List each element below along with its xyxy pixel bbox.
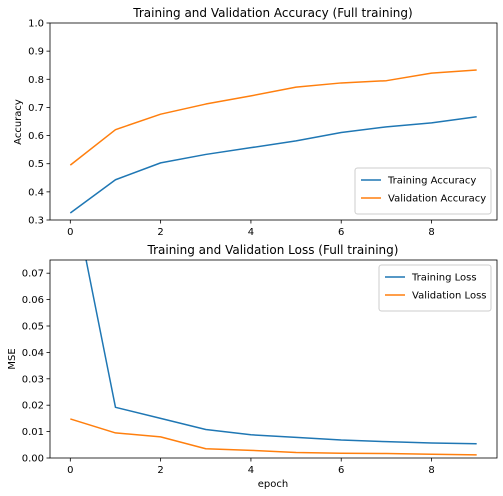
validation-loss-legend-label: Validation Loss [412, 291, 487, 302]
loss-y-tick-label: 0.00 [22, 454, 44, 465]
accuracy-lines [69, 69, 477, 214]
loss-x-tick-label: 0 [67, 465, 73, 476]
validation-loss-line [70, 418, 477, 456]
loss-legend-box [378, 264, 492, 312]
loss-y-tick-label: 0.06 [22, 295, 44, 306]
training-loss-legend-label: Training Loss [411, 273, 477, 284]
loss-y-tick-label: 0.02 [22, 401, 44, 412]
validation-accuracy-line [69, 69, 477, 166]
accuracy-y-tick-label: 1.0 [28, 19, 44, 30]
accuracy-y-tick-label: 0.3 [28, 216, 44, 227]
loss-ticks: 0 2 4 6 8 0.00 0.01 0.02 0.03 0.04 0.05 0.06 0.07 [22, 269, 435, 476]
accuracy-x-tick-label: 0 [67, 227, 73, 238]
accuracy-y-axis-label: Accuracy [13, 99, 24, 145]
loss-y-tick-label: 0.03 [22, 374, 44, 385]
loss-y-tick-label: 0.07 [22, 269, 44, 280]
loss-y-tick-label: 0.04 [22, 348, 44, 359]
accuracy-axes-frame [49, 22, 498, 221]
accuracy-legend: Training Accuracy Validation Accuracy [354, 167, 492, 215]
loss-y-tick-label: 0.01 [22, 427, 44, 438]
accuracy-chart-title: Training and Validation Accuracy (Full t… [132, 6, 412, 20]
loss-x-axis-label: epoch [258, 479, 288, 490]
loss-x-tick-label: 6 [338, 465, 344, 476]
accuracy-y-tick-label: 0.6 [28, 131, 44, 142]
accuracy-x-tick-label: 2 [157, 227, 163, 238]
loss-x-tick-label: 4 [248, 465, 254, 476]
loss-x-tick-label: 8 [428, 465, 434, 476]
loss-x-tick-label: 2 [157, 465, 163, 476]
training-loss-line [85, 260, 477, 445]
loss-y-axis-label: MSE [7, 348, 18, 369]
training-accuracy-line [69, 115, 477, 214]
training-accuracy-legend-label: Training Accuracy [387, 176, 476, 187]
accuracy-legend-box [354, 167, 492, 215]
accuracy-x-tick-label: 8 [428, 227, 434, 238]
accuracy-x-tick-label: 6 [338, 227, 344, 238]
accuracy-subplot: Training and Validation Accuracy (Full t… [13, 6, 498, 239]
accuracy-y-tick-label: 0.7 [28, 103, 44, 114]
loss-y-tick-label: 0.05 [22, 322, 44, 333]
accuracy-y-tick-label: 0.9 [28, 47, 44, 58]
accuracy-x-tick-label: 4 [248, 227, 254, 238]
accuracy-y-tick-label: 0.4 [28, 187, 44, 198]
accuracy-y-tick-label: 0.5 [28, 159, 44, 170]
loss-legend: Training Loss Validation Loss [378, 264, 492, 312]
loss-subplot: Training and Validation Loss (Full train… [7, 243, 498, 490]
loss-axes-frame [49, 259, 498, 459]
loss-lines [70, 260, 477, 456]
accuracy-ticks: 0 2 4 6 8 0.3 0.4 0.5 0.6 0.7 0.8 0.9 1.0 [28, 19, 435, 239]
loss-chart-title: Training and Validation Loss (Full train… [147, 243, 399, 257]
accuracy-y-tick-label: 0.8 [28, 75, 44, 86]
validation-accuracy-legend-label: Validation Accuracy [388, 194, 486, 205]
